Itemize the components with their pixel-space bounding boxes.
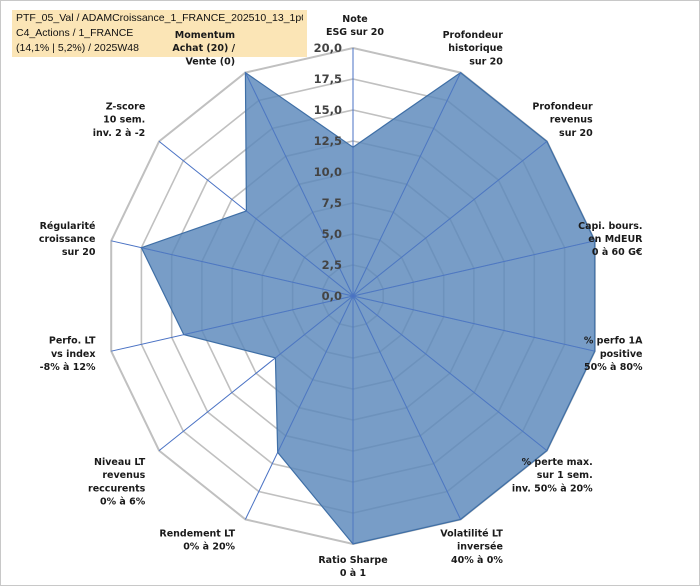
axis-label-1: Profondeur historique sur 20 (443, 30, 504, 67)
axis-label-line: -8% à 12% (40, 362, 96, 373)
axis-label-line: reccurents (88, 483, 146, 494)
axis-label-line: Vente (0) (185, 56, 235, 67)
axis-label-line: en MdEUR (588, 234, 643, 245)
tick-label: 2,5 (322, 258, 342, 272)
axis-label-line: inv. 50% à 20% (512, 483, 593, 494)
axis-label-4: % perfo 1A positive 50% à 80% (584, 336, 643, 373)
axis-label-3: Capi. bours. en MdEUR 0 à 60 G€ (578, 221, 643, 258)
tick-label: 10,0 (314, 165, 342, 179)
radar-ticks: 0,0 2,5 5,0 7,5 10,0 12,5 15,0 17,5 20,0 (314, 41, 342, 303)
axis-label-highlight-13 (173, 27, 240, 43)
axis-label-line: Niveau LT (94, 457, 146, 468)
axis-label-line: inversée (457, 542, 503, 553)
tick-label: 20,0 (314, 41, 342, 55)
axis-label-line: Profondeur (443, 30, 504, 41)
axis-label-line: 10 sem. (103, 115, 145, 126)
axis-label-line: Perfo. LT (49, 336, 96, 347)
tick-label: 15,0 (314, 103, 342, 117)
axis-label-line: Momentum (175, 30, 235, 41)
axis-label-0: Note ESG sur 20 (326, 14, 384, 38)
header-line-stats: (14,1% | 5,2%) / 2025W48 (16, 42, 139, 54)
axis-label-line: Profondeur (532, 102, 593, 113)
data-point-2 (352, 141, 548, 297)
axis-label-line: vs index (51, 349, 96, 360)
axis-label-7: Ratio Sharpe 0 à 1 (318, 555, 387, 579)
axis-label-line: revenus (550, 115, 593, 126)
axis-label-line: % perfo 1A (584, 336, 643, 347)
tick-label: 0,0 (322, 289, 342, 303)
axis-label-line: positive (600, 349, 643, 360)
axis-label-line: Ratio Sharpe (318, 555, 387, 566)
data-point-12 (246, 210, 354, 297)
axis-label-line: croissance (39, 234, 96, 245)
axis-label-6: Volatilité LT inversée 40% à 0% (440, 528, 503, 565)
chart-header-box: PTF_05_Val / ADAMCroissance_1_FRANCE_202… (12, 10, 307, 57)
data-point-13 (244, 72, 354, 297)
axis-label-line: Régularité (40, 221, 96, 232)
axis-label-line: Note (342, 14, 367, 25)
header-line-category: C4_Actions / 1_FRANCE (16, 27, 134, 39)
axis-label-line: Capi. bours. (578, 221, 642, 232)
radar-axis-labels: Note ESG sur 20 Profondeur historique sur 20… (39, 14, 643, 579)
data-point-8 (277, 295, 354, 453)
axis-label-line: sur 20 (559, 128, 593, 139)
axis-label-11: Régularité croissance sur 20 (39, 221, 96, 258)
axis-label-line: sur 1 sem. (537, 470, 593, 481)
axis-label-line: 0% à 6% (100, 497, 146, 508)
axis-label-line: 0 à 60 G€ (592, 247, 643, 258)
tick-label: 17,5 (314, 72, 342, 86)
axis-label-line: 40% à 0% (451, 555, 503, 566)
data-point-5 (352, 295, 548, 451)
axis-label-line: inv. 2 à -2 (93, 128, 146, 139)
data-point-10 (183, 295, 354, 336)
axis-label-5: % perte max. sur 1 sem. inv. 50% à 20% (512, 457, 593, 494)
axis-label-line: Z-score (106, 102, 146, 113)
axis-label-line: Achat (20) / (172, 43, 235, 54)
axis-label-9: Niveau LT revenus reccurents 0% à 6% (88, 457, 146, 508)
data-point-4 (352, 295, 595, 352)
axis-label-line: 50% à 80% (584, 362, 643, 373)
axis-label-12: Z-score 10 sem. inv. 2 à -2 (93, 102, 146, 139)
tick-label: 12,5 (314, 134, 342, 148)
data-point-9 (275, 295, 354, 359)
axis-label-line: % perte max. (522, 457, 593, 468)
axis-label-10: Perfo. LT vs index -8% à 12% (40, 336, 96, 373)
radar-series (140, 71, 596, 545)
header-line-portfolio: PTF_05_Val / ADAMCroissance_1_FRANCE_202… (16, 12, 303, 24)
axis-label-line: ESG sur 20 (326, 27, 384, 38)
data-point-11 (141, 247, 354, 297)
axis-label-line: Volatilité LT (440, 528, 503, 539)
axis-label-line: 0% à 20% (183, 542, 235, 553)
radar-label-highlights (173, 27, 240, 43)
axis-label-2: Profondeur revenus sur 20 (532, 102, 593, 139)
tick-label: 7,5 (322, 196, 342, 210)
data-point-6 (352, 295, 462, 520)
axis-label-line: revenus (102, 470, 145, 481)
tick-label: 5,0 (322, 227, 342, 241)
axis-label-line: Rendement LT (159, 528, 235, 539)
data-point-3 (352, 240, 595, 297)
axis-label-line: historique (448, 43, 503, 54)
data-point-1 (352, 72, 462, 297)
axis-label-line: 0 à 1 (340, 568, 366, 579)
axis-label-line: sur 20 (469, 56, 503, 67)
axis-label-8: Rendement LT 0% à 20% (159, 528, 235, 552)
axis-label-line: sur 20 (62, 247, 96, 258)
axis-label-13: Momentum Achat (20) / Vente (0) (172, 30, 235, 67)
